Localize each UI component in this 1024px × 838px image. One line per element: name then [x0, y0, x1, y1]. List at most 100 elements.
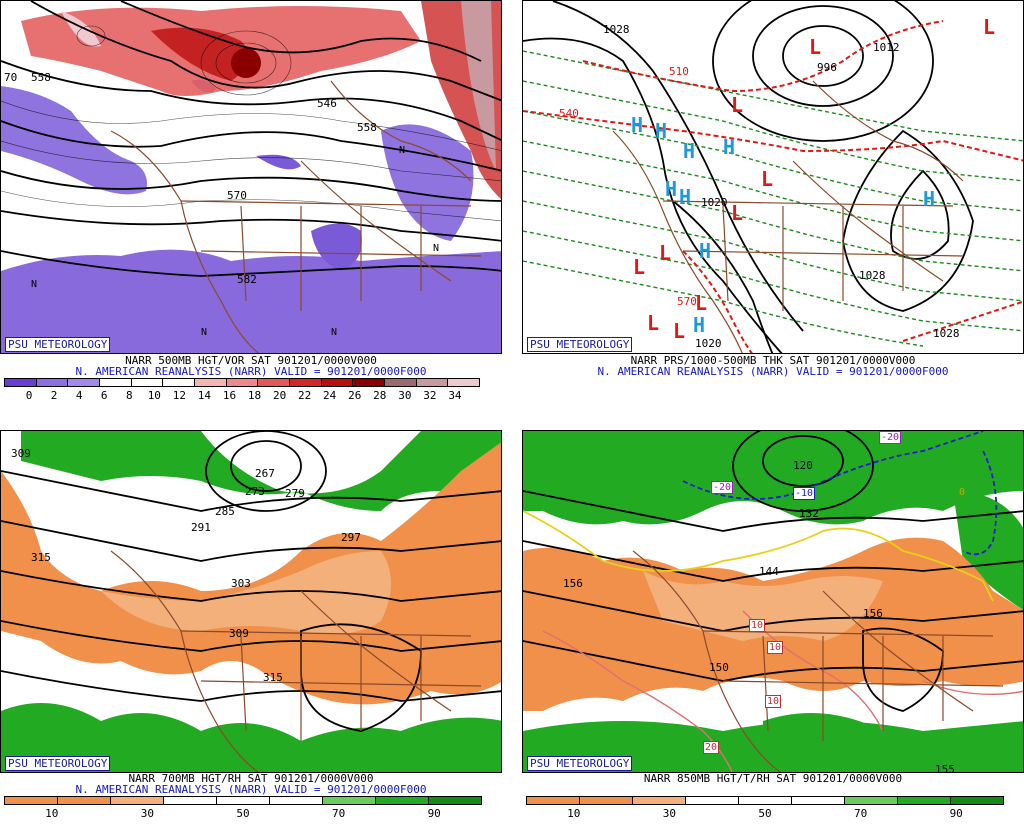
colorbar-label: 70: [331, 807, 346, 820]
height-label: 279: [285, 487, 305, 500]
height-label: 582: [237, 273, 257, 286]
height-label: 132: [799, 507, 819, 520]
low-pressure-marker: L: [761, 167, 774, 191]
height-label: 558: [31, 71, 51, 84]
isobar-label: 1028: [603, 23, 630, 36]
colorbar-segment: [352, 379, 385, 386]
colorbar-segment: [99, 379, 131, 386]
height-label: 546: [317, 97, 337, 110]
colorbar-segment: [57, 797, 110, 804]
colorbar-label: 10: [147, 389, 161, 402]
high-pressure-marker: H: [693, 313, 706, 337]
high-pressure-marker: H: [923, 187, 936, 211]
high-pressure-marker: H: [723, 135, 736, 159]
colorbar-segment: [163, 797, 216, 804]
colorbar-label: 70: [853, 807, 868, 820]
colorbar-label: 50: [758, 807, 772, 820]
height-label: 144: [759, 565, 779, 578]
panel-500mb-vorticity: 570 582 546 558 70 558 N N N N N PSU MET…: [0, 0, 502, 408]
chart-title: NARR 500MB HGT/VOR SAT 901201/0000V000: [125, 354, 377, 367]
colorbar-label: 18: [247, 389, 262, 402]
vorticity-min-label: N: [201, 327, 208, 338]
isobar-label: 1012: [873, 41, 900, 54]
low-pressure-marker: L: [695, 291, 708, 315]
colorbar-label: 28: [373, 389, 387, 402]
colorbar-label: 30: [662, 807, 677, 820]
colorbar-label: 26: [348, 389, 362, 402]
height-label: 291: [191, 521, 211, 534]
colorbar-label: 22: [298, 389, 312, 402]
height-label: 285: [215, 505, 235, 518]
height-label: 156: [863, 607, 883, 620]
colorbar-label: 30: [398, 389, 412, 402]
panel-700mb-humidity: 309 315 303 297 291 285 279 273 267 315 …: [0, 430, 502, 838]
colorbar-segment: [162, 379, 195, 386]
colorbar-segment: [527, 797, 579, 804]
colorbar-label: 4: [75, 389, 83, 402]
height-label: 309: [229, 627, 249, 640]
colorbar-segment: [685, 797, 738, 804]
chart-title: NARR PRS/1000-500MB THK SAT 901201/0000V…: [630, 354, 916, 367]
colorbar-label: 16: [222, 389, 237, 402]
colorbar-segment: [447, 379, 480, 386]
colorbar-label: 2: [50, 389, 58, 402]
colorbar-label: 10: [567, 807, 581, 820]
colorbar-label: 0: [25, 389, 33, 402]
chart-subtitle: N. AMERICAN REANALYSIS (NARR) VALID = 90…: [75, 365, 427, 378]
temp-label: -10: [793, 487, 816, 500]
high-pressure-marker: H: [655, 119, 668, 143]
colorbar-segment: [791, 797, 844, 804]
humidity-850mb-map: 156 150 144 132 120 156 155 -20 -10 -20 …: [522, 430, 1024, 773]
vorticity-min-label: N: [31, 279, 38, 290]
high-pressure-marker: H: [665, 177, 678, 201]
psu-meteorology-badge: PSU METEOROLOGY: [527, 756, 633, 771]
chart-subtitle: N. AMERICAN REANALYSIS (NARR) VALID = 90…: [597, 365, 949, 378]
psu-meteorology-badge: PSU METEOROLOGY: [5, 756, 111, 771]
humidity-700mb-map: 309 315 303 297 291 285 279 273 267 315 …: [0, 430, 502, 773]
height-label: 315: [263, 671, 283, 684]
height-label: 309: [11, 447, 31, 460]
colorbar-label: 8: [125, 389, 133, 402]
colorbar-segment: [950, 797, 1003, 804]
low-pressure-marker: L: [647, 311, 660, 335]
chart-subtitle: N. AMERICAN REANALYSIS (NARR) VALID = 90…: [75, 783, 427, 796]
height-label: 570: [227, 189, 247, 202]
low-pressure-marker: L: [731, 201, 744, 225]
thickness-label: 540: [559, 107, 579, 120]
chart-title: NARR 700MB HGT/RH SAT 901201/0000V000: [128, 772, 374, 785]
high-pressure-marker: H: [679, 185, 692, 209]
humidity-colorbar: [526, 796, 1004, 805]
colorbar-label: 90: [427, 807, 441, 820]
colorbar-segment: [322, 797, 375, 804]
colorbar-segment: [897, 797, 950, 804]
colorbar-label: 20: [272, 389, 287, 402]
isobar-label: 996: [817, 61, 837, 74]
colorbar-label: 10: [45, 807, 59, 820]
temp-label: 10: [767, 641, 784, 654]
isobar-label: 1028: [859, 269, 886, 282]
colorbar-label: 30: [140, 807, 155, 820]
temp-label: -20: [879, 431, 902, 444]
panel-850mb-temp-humidity: 156 150 144 132 120 156 155 -20 -10 -20 …: [522, 430, 1024, 838]
vorticity-colorbar: [4, 378, 480, 387]
thickness-label: 570: [677, 295, 697, 308]
height-label: 267: [255, 467, 275, 480]
temp-label: 10: [749, 619, 766, 632]
colorbar-segment: [225, 379, 258, 386]
height-label: 70: [4, 71, 18, 84]
humidity-colorbar: [4, 796, 482, 805]
height-label: 558: [357, 121, 377, 134]
colorbar-segment: [67, 379, 100, 386]
colorbar-segment: [269, 797, 322, 804]
colorbar-segment: [216, 797, 269, 804]
pressure-thickness-map: 1028 1012 996 1020 1028 1028 1020 540 51…: [522, 0, 1024, 354]
colorbar-label: 50: [236, 807, 250, 820]
height-label: 155: [935, 763, 955, 773]
psu-meteorology-badge: PSU METEOROLOGY: [527, 337, 633, 352]
colorbar-segment: [320, 379, 353, 386]
colorbar-segment: [110, 797, 163, 804]
colorbar-segment: [384, 379, 416, 386]
colorbar-segment: [738, 797, 791, 804]
colorbar-label: 32: [423, 389, 437, 402]
height-label: 120: [793, 459, 813, 472]
